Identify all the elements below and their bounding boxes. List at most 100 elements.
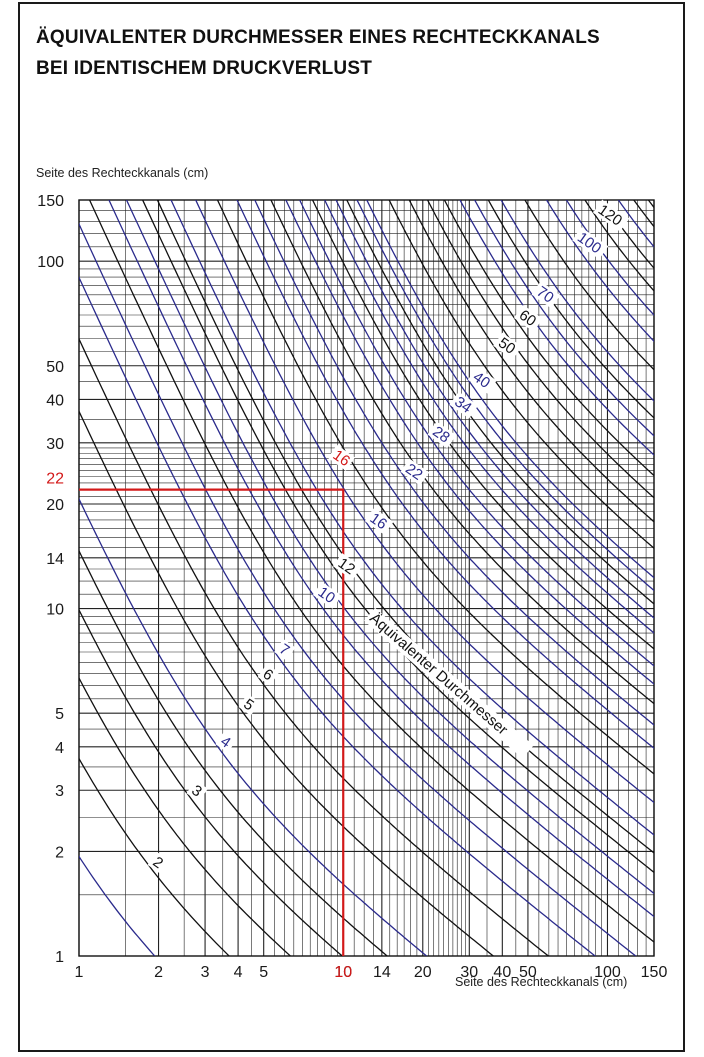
diameter-curve-75 xyxy=(487,200,654,419)
curve-label-background xyxy=(215,731,237,753)
diameter-curve-90 xyxy=(524,200,654,371)
diameter-curve-1.5 xyxy=(79,855,156,956)
diameter-curve-5 xyxy=(79,409,495,956)
x-tick-label-4: 4 xyxy=(234,964,243,981)
diameter-curve-60 xyxy=(443,200,654,477)
y-tick-label-50: 50 xyxy=(46,359,64,376)
diameter-curve-2 xyxy=(79,757,231,956)
x-tick-label-14: 14 xyxy=(373,964,391,981)
curve-label-background xyxy=(364,507,394,535)
x-tick-label-3: 3 xyxy=(201,964,210,981)
y-tick-label-1: 1 xyxy=(55,949,64,966)
diameter-curve-40 xyxy=(366,200,654,579)
example-curve-label-background xyxy=(327,444,355,471)
curve-label-background xyxy=(332,553,362,580)
curve-label-background xyxy=(467,366,497,394)
x-axis-label: Seite des Rechteckkanals (cm) xyxy=(455,975,628,989)
x-tick-label-40: 40 xyxy=(493,964,511,981)
curve-label-12: 12 xyxy=(335,555,358,578)
curve-label-background xyxy=(363,607,534,759)
curve-label-10: 10 xyxy=(315,584,338,607)
chart-title: ÄQUIVALENTER DURCHMESSER EINES RECHTECKK… xyxy=(36,22,676,84)
curve-label-background xyxy=(427,421,457,449)
y-tick-label-20: 20 xyxy=(46,497,64,514)
diameter-curve-16 xyxy=(195,200,654,804)
diameter-curve-22 xyxy=(254,200,654,726)
diameter-curve-18 xyxy=(216,200,654,775)
diameter-curve-1 xyxy=(0,864,183,1057)
curve-label-34: 34 xyxy=(451,393,474,416)
curve-label-70: 70 xyxy=(533,283,556,306)
diameter-curve-120 xyxy=(584,200,654,292)
diameter-curve-34 xyxy=(335,200,654,619)
plot-border xyxy=(78,199,655,957)
diameter-curve-110 xyxy=(565,200,654,317)
example-reading-line xyxy=(79,488,345,956)
x-tick-label-50: 50 xyxy=(519,964,537,981)
diameter-curve-32 xyxy=(323,200,654,634)
diameter-curve-26 xyxy=(285,200,654,685)
chart-title-line-2: BEI IDENTISCHEM DRUCKVERLUST xyxy=(36,58,373,79)
curve-label-background xyxy=(147,851,170,874)
x-example-label: 10 xyxy=(334,964,352,981)
y-axis-label: Seite des Rechteckkanals (cm) xyxy=(36,166,209,180)
chart-frame xyxy=(18,2,685,1052)
diameter-curve-12 xyxy=(141,200,654,874)
diameter-curves xyxy=(0,200,654,1057)
diameter-curve-20 xyxy=(236,200,654,749)
curve-label-background xyxy=(572,227,609,260)
example-curve-label: 16 xyxy=(330,447,353,470)
y-tick-label-10: 10 xyxy=(46,602,64,619)
diameter-curve-6 xyxy=(79,337,550,956)
equivalent-diameter-curve-label: Äquivalenter Durchmesser xyxy=(366,610,511,739)
y-tick-label-3: 3 xyxy=(55,783,64,800)
x-tick-label-2: 2 xyxy=(154,964,163,981)
diameter-curve-150 xyxy=(633,200,654,228)
diameter-curve-8 xyxy=(79,222,637,956)
curve-label-22: 22 xyxy=(402,460,425,483)
curve-label-background xyxy=(186,780,208,802)
curve-label-background xyxy=(531,281,561,309)
x-tick-label-100: 100 xyxy=(594,964,621,981)
diameter-curve-2.5 xyxy=(79,676,292,956)
diameter-curve-10 xyxy=(108,200,654,918)
diameter-curve-24 xyxy=(270,200,654,705)
grid-lines xyxy=(78,199,655,957)
curve-label-background xyxy=(274,638,296,661)
diameter-curve-28 xyxy=(298,200,654,667)
curve-label-background xyxy=(513,304,543,332)
example-reading xyxy=(79,488,345,956)
x-tick-label-1: 1 xyxy=(75,964,84,981)
x-tick-label-150: 150 xyxy=(641,964,668,981)
x-tick-label-10: 10 xyxy=(334,964,352,981)
y-tick-label-150: 150 xyxy=(37,193,64,210)
y-tick-label-14: 14 xyxy=(46,551,64,568)
curve-label-background xyxy=(493,332,522,360)
diameter-curve-3 xyxy=(79,608,344,956)
y-axis-ticks: 1 2 3 4 5 10 14 20 30 40 50 100 150 22 xyxy=(37,193,64,966)
curve-label-background xyxy=(238,693,260,716)
x-tick-label-30: 30 xyxy=(460,964,478,981)
diameter-curve-11 xyxy=(125,200,654,895)
curve-label-background xyxy=(400,458,430,486)
curve-label-40: 40 xyxy=(470,368,493,391)
diameter-curve-9 xyxy=(88,200,654,943)
diameter-curve-3.5 xyxy=(79,549,389,956)
y-tick-label-4: 4 xyxy=(55,740,64,757)
diameter-curve-80 xyxy=(500,200,654,402)
curve-label-28: 28 xyxy=(429,423,452,446)
diameter-curve-70 xyxy=(473,200,654,437)
curve-label-16: 16 xyxy=(367,510,390,533)
diameter-curve-14 xyxy=(170,200,654,836)
x-tick-label-5: 5 xyxy=(259,964,268,981)
y-tick-label-100: 100 xyxy=(37,254,64,271)
diameter-curve-50 xyxy=(408,200,654,523)
diameter-curve-30 xyxy=(311,200,654,650)
diameter-curve-160 xyxy=(647,200,654,209)
y-tick-label-40: 40 xyxy=(46,392,64,409)
diameter-curve-13 xyxy=(156,200,654,854)
chart-title-line-1: ÄQUIVALENTER DURCHMESSER EINES RECHTECKK… xyxy=(36,27,600,48)
curve-label-background xyxy=(592,199,630,232)
